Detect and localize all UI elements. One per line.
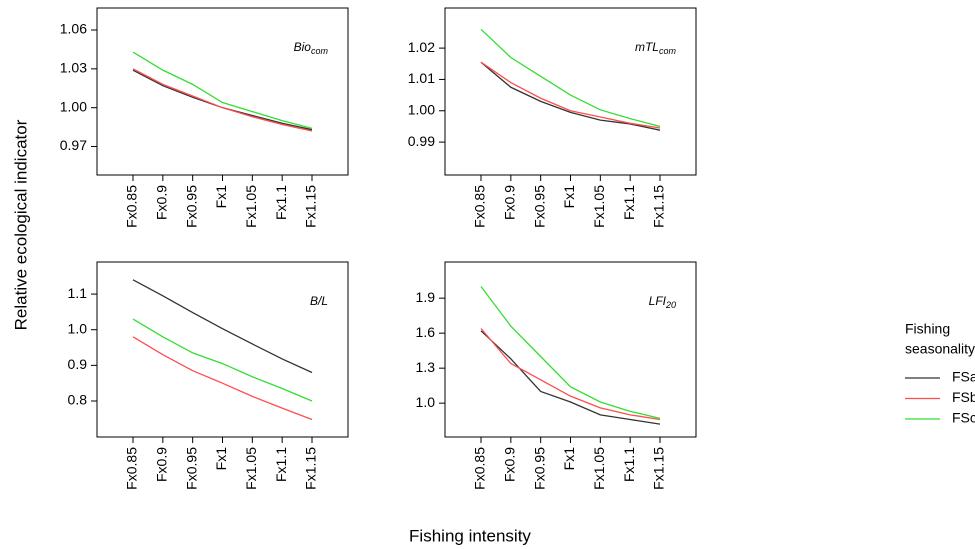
series-line: [480, 28, 661, 128]
y-tick-label: 1.00: [408, 101, 435, 117]
panel-title: LFI20: [649, 294, 676, 310]
x-tick-label: Fx1.15: [651, 185, 667, 228]
x-axis-label: Fishing intensity: [409, 526, 531, 545]
panel-title: mTLcom: [635, 40, 677, 56]
series-line: [132, 279, 313, 374]
panel-title-main: B/L: [310, 294, 328, 308]
x-tick-label: Fx1.1: [621, 185, 637, 220]
y-tick-label: 1.0: [416, 394, 436, 410]
x-tick-label: Fx1.05: [243, 447, 259, 490]
plot-frame: [444, 7, 697, 176]
series-line: [480, 328, 661, 421]
y-tick-label: 0.8: [68, 392, 88, 408]
x-tick-label: Fx1.15: [651, 447, 667, 490]
x-tick-label: Fx0.9: [502, 185, 518, 220]
x-tick-label: Fx0.95: [531, 185, 547, 228]
x-tick-label: Fx0.85: [472, 185, 488, 228]
x-tick-label: Fx0.85: [124, 447, 140, 490]
x-tick-label: Fx1: [561, 447, 577, 471]
y-tick-label: 1.0: [68, 320, 88, 336]
y-tick-label: 1.9: [416, 289, 436, 305]
y-tick-label: 1.1: [68, 285, 88, 301]
y-axis-label: Relative ecological indicator: [11, 119, 30, 330]
x-tick-label: Fx0.95: [183, 185, 199, 228]
series-line: [480, 330, 661, 425]
panel-title-sub: com: [659, 46, 677, 56]
y-tick-label: 0.9: [68, 356, 88, 372]
panel-title-main: Bio: [294, 40, 312, 54]
x-tick-label: Fx1: [213, 447, 229, 471]
x-tick-label: Fx0.9: [154, 185, 170, 220]
panel-title-main: LFI: [649, 294, 667, 308]
plot-frame: [96, 261, 349, 438]
y-tick-label: 1.01: [408, 70, 435, 86]
series-line: [132, 336, 313, 421]
y-tick-label: 1.00: [60, 98, 87, 114]
y-tick-label: 1.06: [60, 21, 87, 37]
y-tick-label: 0.99: [408, 133, 435, 149]
panel-title-sub: 20: [665, 300, 676, 310]
x-tick-label: Fx1.05: [591, 447, 607, 490]
series-line: [132, 68, 313, 132]
plot-frame: [96, 7, 349, 176]
series-line: [132, 51, 313, 130]
x-tick-label: Fx1: [561, 185, 577, 209]
panel-title: Biocom: [294, 40, 329, 56]
x-tick-label: Fx0.85: [472, 447, 488, 490]
x-tick-label: Fx1.05: [243, 185, 259, 228]
series-line: [480, 286, 661, 419]
x-tick-label: Fx1.1: [273, 185, 289, 220]
legend-title: Fishing: [905, 321, 950, 337]
panel-title-main: mTL: [635, 40, 659, 54]
y-tick-label: 1.6: [416, 324, 436, 340]
panel-title: B/L: [310, 294, 328, 308]
x-tick-label: Fx1.15: [303, 447, 319, 490]
legend-title: seasonality: [905, 341, 975, 357]
x-tick-label: Fx0.95: [183, 447, 199, 490]
legend-label: FSa: [952, 369, 975, 385]
x-tick-label: Fx0.9: [154, 447, 170, 482]
x-tick-label: Fx0.95: [531, 447, 547, 490]
y-tick-label: 1.02: [408, 39, 435, 55]
series-line: [480, 61, 661, 129]
y-tick-label: 0.97: [60, 137, 87, 153]
x-tick-label: Fx1.15: [303, 185, 319, 228]
x-tick-label: Fx0.9: [502, 447, 518, 482]
x-tick-label: Fx1.05: [591, 185, 607, 228]
legend-label: FSc: [952, 410, 975, 426]
x-tick-label: Fx1.1: [621, 447, 637, 482]
y-tick-label: 1.3: [416, 359, 436, 375]
x-tick-label: Fx1.1: [273, 447, 289, 482]
x-tick-label: Fx1: [213, 185, 229, 209]
x-tick-label: Fx0.85: [124, 185, 140, 228]
legend-label: FSb: [952, 389, 975, 405]
series-line: [132, 318, 313, 402]
panel-title-sub: com: [311, 46, 329, 56]
y-tick-label: 1.03: [60, 60, 87, 76]
